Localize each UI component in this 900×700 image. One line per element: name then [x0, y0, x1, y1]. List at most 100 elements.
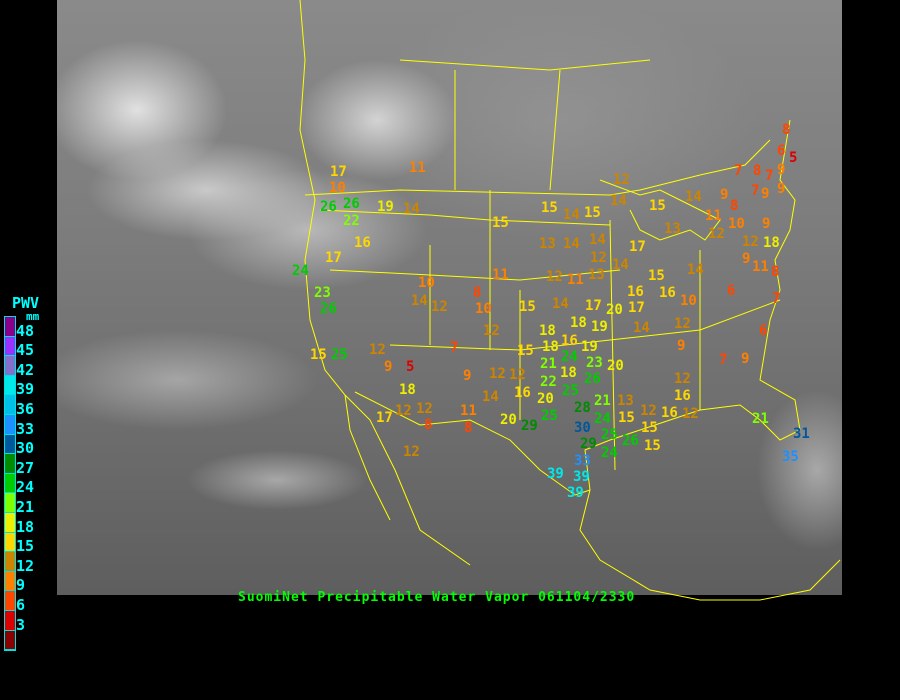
station-pwv-value: 12 [546, 269, 563, 285]
legend-title: PWV [12, 294, 40, 312]
station-pwv-value: 12 [395, 403, 412, 419]
station-pwv-value: 10 [418, 275, 435, 291]
legend-label: 36 [16, 400, 35, 418]
station-pwv-value: 12 [403, 444, 420, 460]
us-mexico-border [354, 391, 591, 496]
station-pwv-value: 21 [594, 393, 611, 409]
station-pwv-value: 14 [563, 236, 580, 252]
satellite-infrared-image [57, 0, 842, 595]
station-pwv-value: 11 [409, 160, 426, 176]
station-pwv-value: 21 [752, 411, 769, 427]
legend-label: 6 [16, 596, 26, 614]
station-pwv-value: 26 [584, 371, 601, 387]
station-pwv-value: 33 [574, 453, 591, 469]
legend-label: 15 [16, 537, 35, 556]
legend-swatch [5, 434, 15, 455]
station-pwv-value: 26 [622, 433, 639, 449]
station-pwv-value: 17 [585, 298, 602, 314]
station-pwv-value: 24 [561, 349, 578, 365]
station-pwv-value: 5 [406, 359, 415, 375]
station-pwv-value: 9 [762, 216, 771, 232]
station-pwv-value: 35 [782, 449, 799, 465]
baja [344, 394, 391, 521]
station-pwv-value: 7 [765, 168, 774, 184]
station-pwv-value: 13 [588, 267, 605, 283]
station-pwv-value: 31 [793, 426, 810, 442]
station-pwv-value: 12 [431, 299, 448, 315]
legend-label: 12 [16, 556, 35, 575]
legend-label: 45 [16, 341, 35, 360]
station-pwv-value: 11 [705, 208, 722, 224]
station-pwv-value: 25 [562, 383, 579, 399]
station-pwv-value: 12 [509, 367, 526, 383]
station-pwv-value: 25 [541, 408, 558, 424]
station-pwv-value: 15 [517, 343, 534, 359]
station-pwv-value: 11 [567, 272, 584, 288]
station-pwv-value: 7 [751, 183, 760, 199]
station-pwv-value: 16 [659, 285, 676, 301]
station-pwv-value: 12 [590, 250, 607, 266]
station-pwv-value: 10 [329, 180, 346, 196]
station-pwv-value: 12 [742, 234, 759, 250]
station-pwv-value: 17 [628, 300, 645, 316]
station-pwv-value: 15 [641, 420, 658, 436]
station-pwv-value: 8 [782, 122, 791, 138]
legend-swatch [5, 317, 15, 337]
legend-swatch [5, 591, 15, 611]
station-pwv-value: 15 [618, 410, 635, 426]
station-pwv-value: 15 [648, 268, 665, 284]
station-pwv-value: 17 [330, 164, 347, 180]
station-pwv-value: 18 [399, 382, 416, 398]
mexico-coast [579, 489, 841, 601]
station-pwv-value: 24 [292, 263, 309, 279]
station-pwv-value: 17 [376, 410, 393, 426]
legend-swatch [5, 552, 15, 572]
station-pwv-value: 23 [586, 355, 603, 371]
station-pwv-value: 7 [450, 340, 459, 356]
station-pwv-value: 26 [320, 199, 337, 215]
station-pwv-value: 30 [574, 420, 591, 436]
legend-swatch [5, 493, 15, 513]
legend-label: 30 [16, 439, 35, 458]
station-pwv-value: 28 [574, 400, 591, 416]
station-pwv-value: 6 [727, 283, 736, 299]
station-pwv-value: 22 [343, 213, 360, 229]
station-pwv-value: 12 [682, 406, 699, 422]
station-pwv-value: 16 [514, 385, 531, 401]
station-pwv-value: 15 [584, 205, 601, 221]
legend-swatch [5, 610, 15, 631]
station-pwv-value: 15 [649, 198, 666, 214]
station-pwv-value: 14 [563, 207, 580, 223]
station-pwv-value: 11 [492, 267, 509, 283]
legend-label: 3 [16, 615, 26, 634]
station-pwv-value: 12 [674, 371, 691, 387]
station-pwv-value: 13 [539, 236, 556, 252]
station-pwv-value: 12 [674, 316, 691, 332]
station-pwv-value: 8 [730, 198, 739, 214]
station-pwv-value: 9 [777, 181, 786, 197]
legend-label: 9 [16, 576, 26, 595]
station-pwv-value: 24 [594, 411, 611, 427]
legend-label: 42 [16, 360, 35, 379]
station-pwv-value: 25 [601, 427, 618, 443]
station-pwv-value: 20 [606, 302, 623, 318]
state-lines [319, 59, 781, 471]
station-pwv-value: 10 [475, 301, 492, 317]
station-pwv-value: 9 [761, 186, 770, 202]
station-pwv-value: 19 [591, 319, 608, 335]
station-pwv-value: 14 [411, 293, 428, 309]
station-pwv-value: 29 [580, 436, 597, 452]
station-pwv-value: 7 [734, 163, 743, 179]
station-pwv-value: 15 [492, 215, 509, 231]
station-pwv-value: 18 [763, 235, 780, 251]
station-pwv-value: 20 [500, 412, 517, 428]
legend-label: 33 [16, 419, 35, 438]
station-pwv-value: 9 [463, 368, 472, 384]
station-pwv-value: 14 [612, 257, 629, 273]
legend-swatch [5, 532, 15, 553]
station-pwv-value: 9 [677, 338, 686, 354]
station-pwv-value: 18 [542, 339, 559, 355]
legend-label: 27 [16, 458, 35, 477]
legend-unit: mm [26, 310, 40, 323]
station-pwv-value: 7 [719, 352, 728, 368]
